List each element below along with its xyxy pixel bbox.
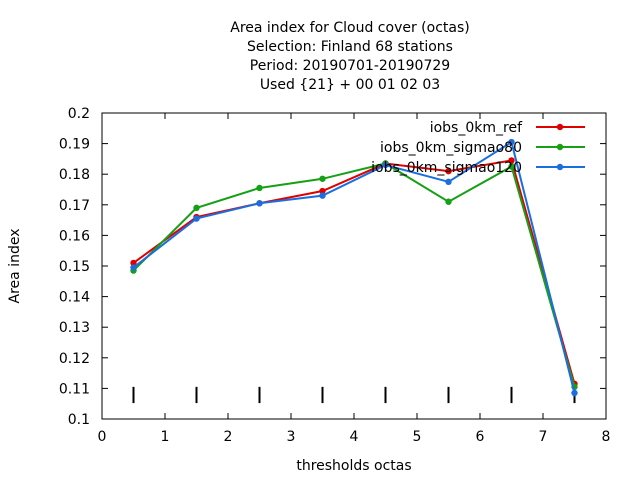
data-series	[130, 138, 578, 397]
y-tick-label: 0.17	[59, 198, 90, 214]
axis-ticks: 0 1 2 3 4 5 6 7 8 0.1 0.11 0.12 0.13 0.14 0.15 0.16 0.17…	[59, 106, 611, 445]
data-point	[193, 204, 200, 212]
y-tick-label: 0.12	[59, 351, 90, 367]
x-tick-label: 4	[350, 429, 359, 445]
data-point	[256, 184, 263, 192]
legend-label: iobs_0km_ref	[430, 120, 523, 136]
data-point	[508, 138, 515, 146]
legend-marker	[556, 143, 564, 151]
data-point	[445, 198, 452, 205]
data-point	[445, 178, 452, 186]
y-tick-label: 0.13	[59, 320, 90, 336]
plot-frame	[101, 112, 607, 420]
x-tick-label: 3	[287, 429, 296, 445]
data-point	[319, 175, 326, 182]
title-line: Area index for Cloud cover (octas)	[230, 20, 469, 36]
y-tick-label: 0.19	[59, 137, 90, 153]
data-point	[319, 187, 326, 195]
x-tick-label: 1	[161, 429, 170, 445]
data-point	[130, 264, 137, 271]
y-tick-label: 0.2	[68, 106, 90, 122]
title-line: Period: 20190701-20190729	[250, 58, 450, 74]
data-point	[193, 215, 200, 222]
y-tick-label: 0.15	[59, 259, 90, 275]
y-tick-label: 0.14	[59, 290, 90, 306]
data-point	[508, 163, 515, 170]
legend-label: iobs_0km_sigmao80	[380, 140, 522, 156]
x-axis-label: thresholds octas	[296, 458, 411, 474]
x-tick-label: 7	[539, 429, 548, 445]
data-point	[382, 161, 389, 169]
data-point	[508, 157, 515, 164]
x-tick-label: 8	[602, 429, 611, 445]
data-point	[445, 167, 452, 175]
legend-marker	[556, 163, 564, 171]
threshold-marks	[132, 386, 576, 404]
x-tick-label: 2	[224, 429, 233, 445]
x-tick-label: 6	[476, 429, 485, 445]
y-tick-label: 0.16	[59, 228, 90, 244]
data-point	[256, 200, 263, 207]
chart-title: Area index for Cloud cover (octas) Select…	[230, 20, 469, 93]
legend-marker	[556, 123, 564, 131]
data-point	[319, 192, 326, 199]
title-line: Used {21} + 00 01 02 03	[260, 77, 440, 93]
series-line-3	[132, 140, 576, 394]
y-tick-label: 0.11	[59, 381, 90, 397]
x-tick-label: 0	[98, 429, 107, 445]
title-line: Selection: Finland 68 stations	[247, 39, 453, 55]
series-line-2	[132, 162, 576, 388]
y-tick-label: 0.1	[68, 412, 90, 428]
data-point	[130, 259, 137, 267]
y-tick-label: 0.18	[59, 167, 90, 183]
series-line-1	[132, 159, 576, 385]
legend: iobs_0km_ref iobs_0km_sigmao80 iobs_0km_si…	[371, 120, 585, 176]
data-point	[571, 389, 578, 397]
y-axis-label: Area index	[7, 229, 23, 304]
x-tick-label: 5	[413, 429, 422, 445]
legend-label: iobs_0km_sigmao120	[371, 160, 522, 176]
